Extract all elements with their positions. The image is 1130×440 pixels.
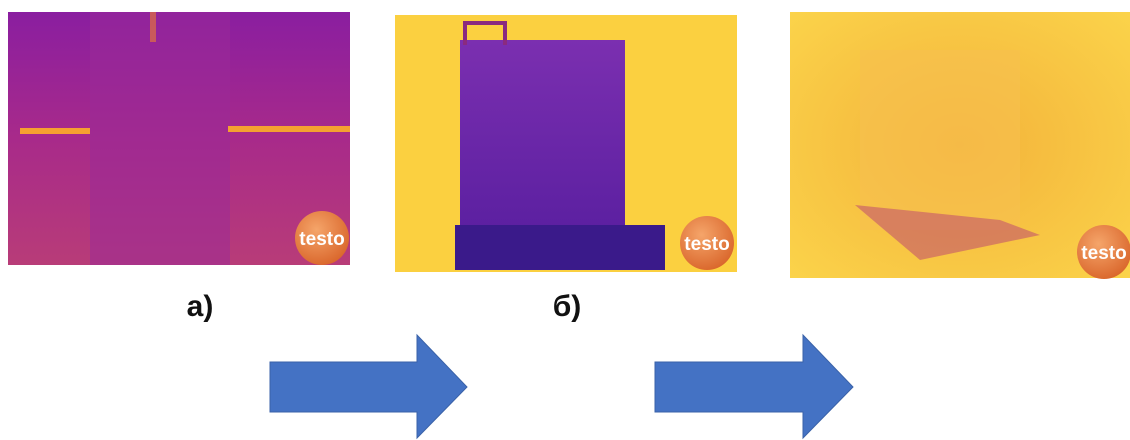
thermal-image-c: testo bbox=[790, 12, 1130, 279]
logo: testo bbox=[1081, 243, 1126, 264]
thermal-image-a: testo bbox=[8, 12, 350, 265]
thermal-image-b: testo bbox=[395, 15, 737, 272]
arrow bbox=[270, 335, 467, 438]
page: testo testo testo а) б) (() => { const d… bbox=[0, 0, 1130, 440]
panel-label: а) bbox=[187, 290, 214, 323]
logo: testo bbox=[299, 229, 344, 250]
logo: testo bbox=[684, 234, 729, 255]
panel-label: б) bbox=[553, 290, 582, 323]
figure: testo testo testo а) б) bbox=[0, 0, 1130, 440]
arrow bbox=[655, 335, 853, 438]
